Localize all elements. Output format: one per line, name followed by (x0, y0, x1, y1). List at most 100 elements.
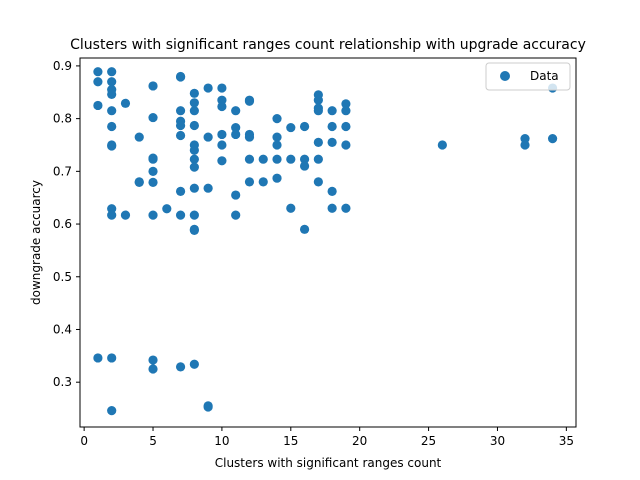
data-point (162, 204, 172, 214)
data-point (327, 137, 337, 147)
data-point (120, 98, 131, 108)
data-point (93, 353, 103, 363)
data-point (299, 121, 310, 132)
data-point (189, 98, 199, 108)
data-point (107, 204, 117, 214)
data-point (148, 166, 158, 176)
plot-frame (79, 57, 577, 428)
data-point (203, 132, 213, 142)
data-point (189, 359, 199, 369)
data-point (175, 186, 186, 196)
y-tick-label: 0.3 (53, 375, 72, 389)
x-axis-label: Clusters with significant ranges count (215, 456, 442, 470)
data-point (93, 77, 103, 87)
data-point (175, 106, 186, 116)
data-point (107, 106, 117, 116)
data-point (547, 134, 558, 144)
y-tick-label: 0.7 (53, 164, 72, 178)
data-point (217, 129, 227, 140)
data-point (327, 186, 337, 196)
x-axis: 0 5 10 15 20 25 30 35 (80, 427, 574, 448)
data-point (217, 95, 227, 105)
x-tick-label: 10 (214, 434, 229, 448)
data-point (189, 183, 199, 193)
data-point (341, 106, 351, 116)
data-point (341, 121, 351, 132)
data-point (272, 114, 282, 124)
data-point (175, 130, 186, 141)
data-point (217, 101, 227, 112)
data-point (244, 154, 255, 164)
data-point (189, 162, 199, 172)
data-point (341, 140, 351, 150)
data-point (189, 120, 199, 131)
data-point (272, 132, 282, 142)
data-point (175, 210, 186, 220)
data-point (299, 161, 310, 171)
data-point (272, 140, 282, 150)
data-point (341, 99, 351, 109)
data-point (148, 364, 158, 374)
legend-entry-data: Data (530, 69, 559, 83)
y-tick-label: 0.9 (53, 59, 72, 73)
legend: Data (485, 62, 571, 91)
data-point (107, 141, 117, 151)
data-point (327, 203, 337, 213)
y-axis: 0.3 0.4 0.5 0.6 0.7 0.8 0.9 (53, 59, 80, 389)
data-point (189, 88, 199, 98)
data-point (286, 154, 296, 164)
x-tick-label: 30 (490, 434, 505, 448)
data-point (231, 122, 241, 133)
data-point (120, 210, 131, 220)
data-point (286, 203, 296, 213)
data-point (148, 81, 158, 91)
data-point (286, 122, 296, 133)
data-point (107, 406, 117, 416)
data-point (189, 145, 199, 155)
data-point (244, 96, 255, 106)
data-point (313, 106, 323, 116)
y-tick-label: 0.4 (53, 322, 72, 336)
x-tick-label: 25 (421, 434, 436, 448)
y-tick-label: 0.8 (53, 112, 72, 126)
data-point (437, 140, 447, 150)
data-point (189, 225, 199, 235)
data-point (175, 72, 186, 82)
x-tick-label: 5 (149, 434, 157, 448)
data-point (231, 190, 241, 200)
data-point (107, 77, 117, 87)
data-point (148, 112, 158, 123)
data-point (189, 106, 199, 116)
data-point (217, 140, 227, 150)
data-point (313, 177, 323, 187)
legend-box (485, 62, 571, 91)
y-tick-label: 0.6 (53, 217, 72, 231)
data-point (313, 137, 323, 147)
x-tick-label: 0 (80, 434, 88, 448)
data-point (148, 355, 158, 365)
data-point (189, 210, 199, 220)
data-point (231, 106, 241, 116)
data-point (231, 210, 241, 220)
x-tick-label: 20 (352, 434, 367, 448)
data-point (175, 362, 186, 372)
data-point (313, 95, 323, 105)
data-point (107, 210, 117, 220)
data-point (107, 89, 117, 99)
data-point (244, 177, 255, 187)
data-point (272, 154, 282, 164)
x-tick-label: 15 (283, 434, 298, 448)
data-point (107, 353, 117, 363)
chart-title: Clusters with significant ranges count r… (70, 37, 586, 53)
data-point (327, 106, 337, 116)
data-point (258, 154, 268, 164)
data-point (203, 183, 213, 193)
data-point (203, 83, 213, 93)
data-point (231, 129, 241, 140)
data-point (520, 134, 530, 144)
data-point (134, 177, 144, 188)
data-point (217, 83, 227, 93)
data-point (189, 154, 199, 164)
y-tick-label: 0.5 (53, 270, 72, 284)
